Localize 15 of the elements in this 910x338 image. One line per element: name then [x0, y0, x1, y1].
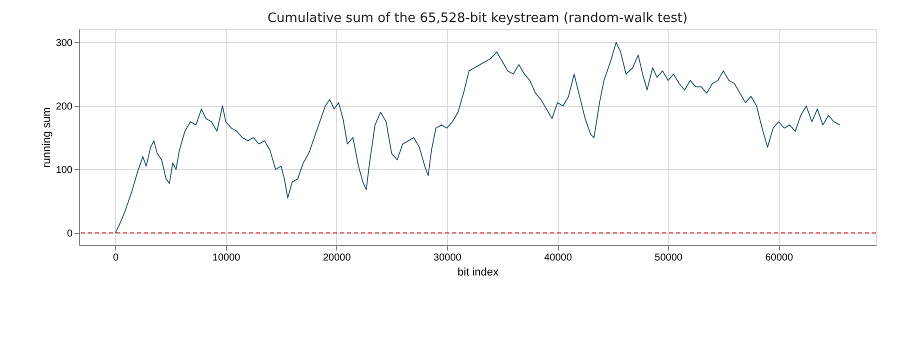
y-tick-label: 200 — [56, 101, 73, 112]
y-tick-label: 100 — [56, 164, 73, 176]
x-tick-label: 40000 — [544, 252, 572, 264]
x-tick-label: 60000 — [765, 252, 794, 264]
chart-title: Cumulative sum of the 65,528-bit keystream (random-walk test) — [267, 11, 688, 26]
x-tick-label: 20000 — [322, 252, 352, 264]
x-axis-title: bit index — [458, 266, 499, 278]
x-tick-label: 50000 — [654, 252, 683, 264]
x-tick-label: 10000 — [212, 252, 241, 264]
y-tick-label: 0 — [66, 228, 73, 240]
line-series — [114, 42, 840, 234]
x-tick-label: 30000 — [434, 252, 462, 264]
x-tick-label: 0 — [112, 252, 119, 264]
y-tick-label: 300 — [56, 38, 73, 49]
y-axis-title: running sum — [40, 107, 53, 168]
